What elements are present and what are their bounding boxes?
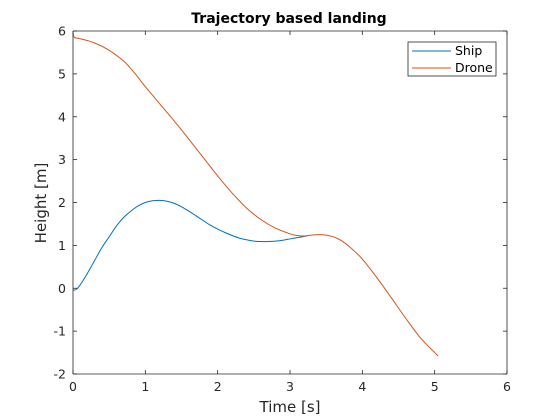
y-tick-label: 0	[58, 281, 66, 296]
y-tick-label: 4	[58, 109, 66, 124]
y-tick-label: 1	[58, 238, 66, 253]
legend: Ship Drone	[407, 41, 497, 77]
x-tick-label: 4	[358, 379, 366, 394]
series-line-drone	[72, 32, 439, 357]
y-tick-label: -2	[54, 367, 66, 382]
ticks-layer: 0 1 2 3 4 5 6 -2 -1 0 1 2 3 4 5 6	[54, 24, 511, 395]
legend-label-ship: Ship	[455, 43, 482, 58]
y-tick-label: 5	[58, 66, 66, 81]
y-axis-label: Height [m]	[32, 163, 50, 244]
y-tick-label: 2	[58, 195, 66, 210]
series-line-ship	[72, 199, 309, 291]
x-axis-label: Time [s]	[259, 398, 321, 416]
legend-label-drone: Drone	[455, 60, 493, 75]
chart-title: Trajectory based landing	[191, 11, 386, 27]
plot-area	[73, 31, 507, 374]
y-tick-label: -1	[54, 324, 66, 339]
legend-box	[407, 41, 497, 77]
x-tick-label: 2	[214, 379, 222, 394]
x-tick-label: 5	[431, 379, 439, 394]
y-tick-label: 3	[58, 152, 66, 167]
x-tick-label: 0	[69, 379, 77, 394]
x-tick-label: 1	[141, 379, 149, 394]
x-tick-label: 3	[286, 379, 294, 394]
y-tick-label: 6	[58, 24, 66, 39]
series-layer	[72, 32, 439, 357]
x-tick-label: 6	[503, 379, 511, 394]
